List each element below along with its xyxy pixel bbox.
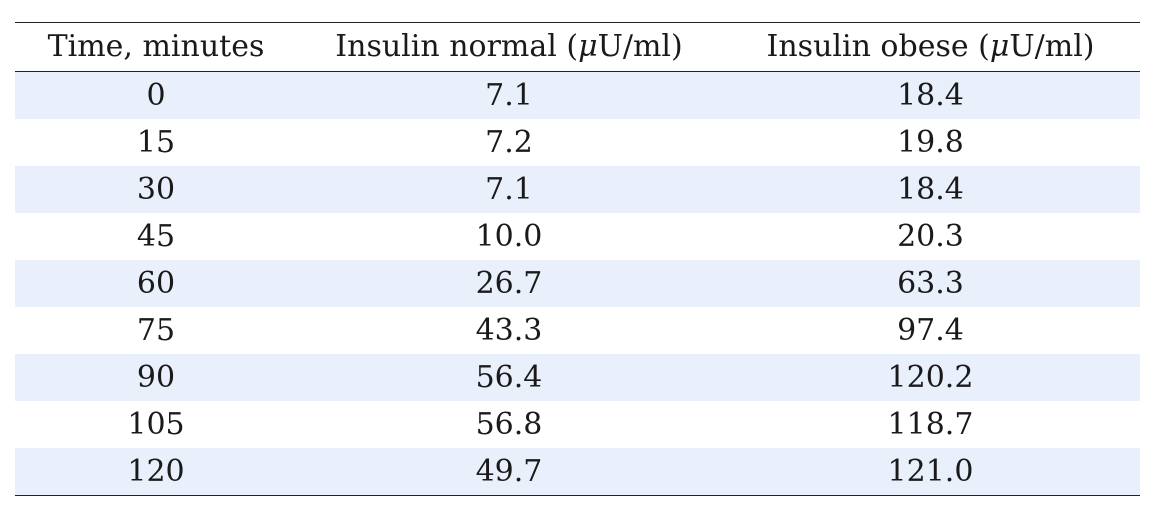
cell-insulin-normal: 7.1 (297, 166, 721, 213)
header-insulin-normal-mu: μ (578, 29, 598, 64)
cell-time: 0 (15, 71, 297, 119)
cell-time: 120 (15, 448, 297, 496)
header-insulin-obese-suffix: U/ml) (1009, 29, 1095, 64)
cell-insulin-obese: 121.0 (721, 448, 1140, 496)
table-row: 90 56.4 120.2 (15, 354, 1140, 401)
header-row: Time, minutes Insulin normal (μU/ml) Ins… (15, 22, 1140, 72)
cell-insulin-obese: 97.4 (897, 313, 964, 348)
insulin-table: Time, minutes Insulin normal (μU/ml) Ins… (15, 22, 1140, 496)
cell-insulin-normal: 49.7 (297, 448, 721, 496)
cell-insulin-normal: 56.4 (297, 354, 721, 401)
header-insulin-normal-prefix: Insulin normal ( (335, 29, 579, 64)
cell-insulin-normal: 10.0 (475, 219, 543, 254)
table-body: 0 7.1 18.4 15 7.2 19.8 30 7.1 18.4 45 10… (15, 71, 1140, 496)
cell-time: 60 (15, 260, 297, 307)
table-row: 75 43.3 97.4 (15, 307, 1140, 354)
cell-time: 30 (15, 166, 297, 213)
cell-insulin-normal: 43.3 (475, 313, 543, 348)
cell-insulin-obese: 19.8 (897, 125, 964, 160)
cell-time: 45 (136, 219, 176, 254)
cell-insulin-obese: 63.3 (721, 260, 1140, 307)
cell-insulin-obese: 120.2 (721, 354, 1140, 401)
cell-time: 90 (15, 354, 297, 401)
cell-insulin-normal: 26.7 (297, 260, 721, 307)
header-time: Time, minutes (47, 29, 265, 64)
table-row: 60 26.7 63.3 (15, 260, 1140, 307)
cell-insulin-obese: 18.4 (721, 71, 1140, 119)
cell-insulin-normal: 7.2 (485, 125, 533, 160)
header-insulin-normal: Insulin normal (μU/ml) (297, 23, 721, 72)
table-row: 30 7.1 18.4 (15, 166, 1140, 213)
cell-insulin-normal: 56.8 (475, 407, 543, 442)
header-insulin-obese-mu: μ (989, 29, 1010, 64)
table-row: 105 56.8 118.7 (15, 401, 1140, 448)
cell-insulin-normal: 7.1 (297, 71, 721, 119)
header-insulin-obese: Insulin obese (μU/ml) (721, 23, 1140, 72)
table-row: 15 7.2 19.8 (15, 119, 1140, 166)
insulin-table-container: Time, minutes Insulin normal (μU/ml) Ins… (15, 22, 1140, 496)
cell-insulin-obese: 118.7 (887, 407, 974, 442)
cell-insulin-obese: 20.3 (897, 219, 964, 254)
cell-time: 15 (136, 125, 176, 160)
table-row: 0 7.1 18.4 (15, 71, 1140, 119)
cell-time: 75 (136, 313, 176, 348)
cell-insulin-obese: 18.4 (721, 166, 1140, 213)
header-insulin-normal-suffix: U/ml) (597, 29, 683, 64)
table-header: Time, minutes Insulin normal (μU/ml) Ins… (15, 22, 1140, 72)
cell-time: 105 (127, 407, 185, 442)
header-insulin-obese-prefix: Insulin obese ( (766, 29, 990, 64)
table-row: 45 10.0 20.3 (15, 213, 1140, 260)
table-row: 120 49.7 121.0 (15, 448, 1140, 496)
